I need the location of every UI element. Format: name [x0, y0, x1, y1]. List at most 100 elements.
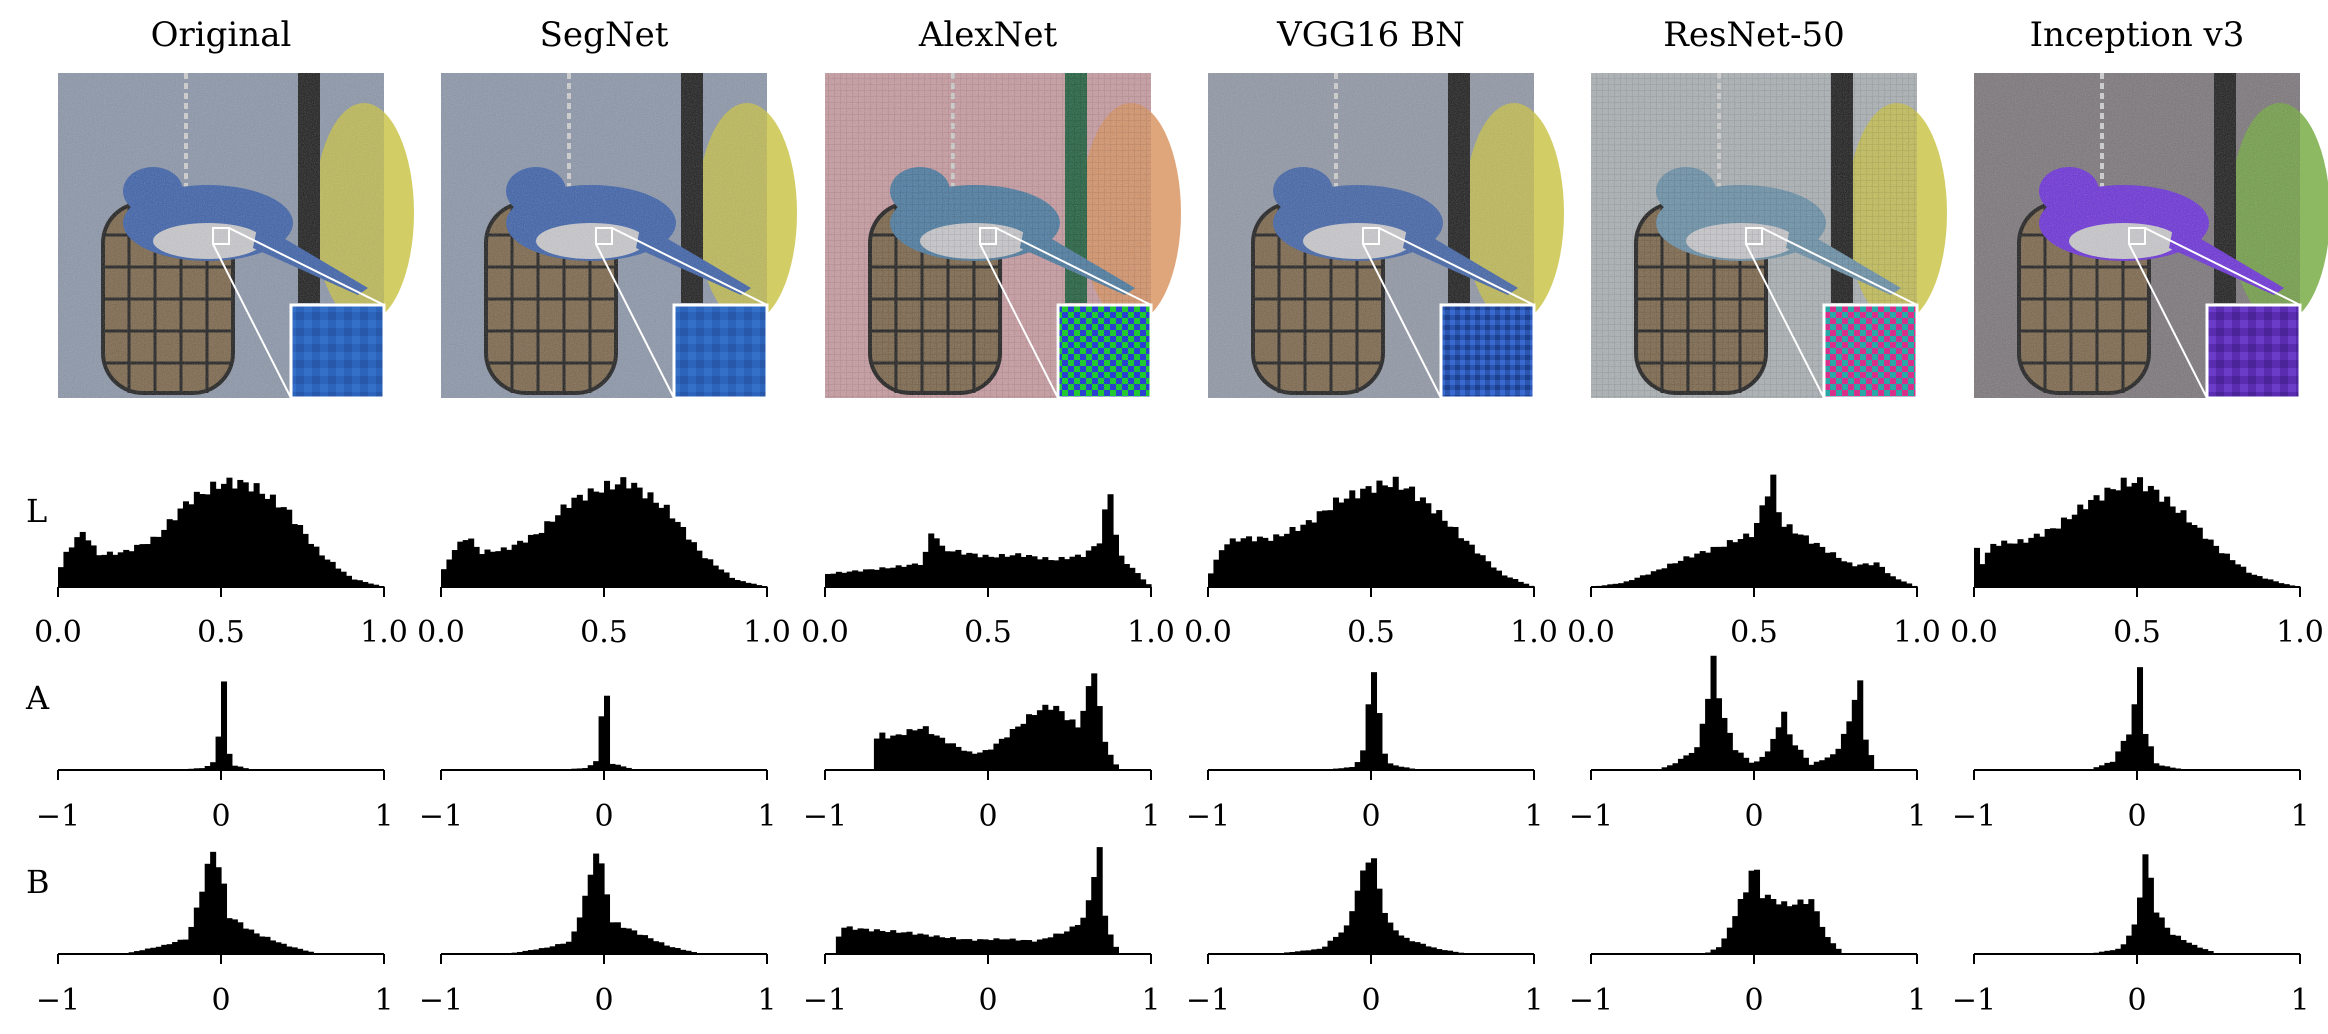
histogram-bar — [2196, 947, 2203, 954]
histogram-bar — [1031, 715, 1038, 770]
histogram-bar — [1015, 553, 1022, 587]
histogram-bar — [873, 738, 880, 770]
x-tick-label: −1 — [36, 983, 80, 1018]
histogram-bar — [1764, 496, 1771, 587]
thumbnail-inception-v3 — [1974, 73, 2328, 400]
histogram-bar — [1354, 498, 1361, 587]
x-tick-label: 1.0 — [360, 615, 408, 650]
histogram-bar — [166, 944, 173, 954]
histogram-bar — [1074, 554, 1081, 587]
histogram-vgg16-bn-b: −1 0 1 — [1186, 858, 1544, 1018]
histogram-bar — [302, 533, 309, 587]
histogram-bar — [745, 582, 752, 587]
histogram-bar — [2202, 949, 2209, 954]
histogram-bar — [1824, 757, 1831, 770]
histogram-segnet-l: 0.0 0.5 1.0 — [417, 477, 791, 650]
histogram-bar — [1360, 488, 1367, 587]
thumbnail-segnet — [441, 73, 797, 400]
histogram-bar — [221, 681, 228, 770]
histogram-bar — [318, 555, 325, 587]
histogram-bar — [1425, 946, 1432, 954]
histogram-bar — [1824, 937, 1831, 954]
histogram-bar — [1376, 713, 1383, 770]
histogram-bar — [1672, 763, 1679, 770]
histogram-bar — [210, 851, 217, 954]
histogram-bar — [1607, 584, 1614, 587]
histogram-bar — [264, 498, 271, 587]
x-tick-label: −1 — [1952, 799, 1996, 834]
histogram-bar — [1047, 937, 1054, 954]
histogram-bar — [79, 531, 86, 587]
histogram-bar — [1218, 550, 1225, 587]
histogram-bar — [977, 557, 984, 587]
x-tick-label: 0.0 — [1950, 615, 1998, 650]
histogram-bar — [1495, 570, 1502, 587]
histogram-bar — [2093, 495, 2100, 587]
histogram-bar — [1365, 862, 1372, 954]
histogram-bar — [614, 922, 621, 954]
histogram-bar — [1775, 904, 1782, 954]
histogram-bar — [1107, 934, 1114, 954]
histogram-bar — [669, 518, 676, 587]
histogram-bar — [1064, 720, 1071, 770]
histogram-bar — [74, 537, 81, 587]
histogram-bar — [182, 501, 189, 587]
histogram-bar — [1015, 940, 1022, 954]
histogram-bar — [841, 572, 848, 587]
histogram-bar — [825, 573, 832, 587]
histogram-bar — [1990, 543, 1997, 587]
histogram-bar — [544, 947, 551, 954]
histogram-bar — [1354, 762, 1361, 770]
histogram-bar — [1979, 564, 1986, 587]
histogram-bar — [2098, 500, 2105, 587]
histogram-bar — [928, 936, 935, 954]
histogram-bar — [150, 536, 157, 587]
histogram-bar — [884, 738, 891, 770]
histogram-inception-v3-b: −1 0 1 — [1952, 854, 2310, 1018]
histogram-bar — [1846, 721, 1853, 770]
histogram-bar — [1754, 869, 1761, 954]
histogram-bar — [2131, 704, 2138, 770]
histogram-bar — [517, 540, 524, 587]
histogram-bar — [188, 504, 195, 587]
histogram-bar — [2098, 765, 2105, 770]
histogram-bar — [2153, 763, 2160, 770]
column-title-inception-v3: Inception v3 — [2030, 15, 2245, 55]
histogram-bar — [144, 948, 151, 954]
histogram-bar — [922, 934, 929, 954]
histogram-bar — [1069, 719, 1076, 770]
histogram-bar — [489, 551, 496, 587]
histogram-bar — [538, 532, 545, 587]
histogram-bar — [1047, 560, 1054, 587]
histogram-bar — [1376, 480, 1383, 587]
histogram-bar — [1009, 555, 1016, 587]
histogram-bar — [1107, 754, 1114, 770]
histogram-bar — [356, 580, 363, 587]
x-tick-label: −1 — [1569, 799, 1613, 834]
histogram-bar — [1349, 490, 1356, 587]
histogram-bar — [1381, 753, 1388, 770]
x-tick-label: 0 — [2127, 799, 2146, 834]
histogram-bar — [1096, 706, 1103, 770]
histogram-bar — [2240, 566, 2247, 587]
histogram-bar — [1792, 904, 1799, 954]
histogram-bar — [1906, 583, 1913, 587]
histogram-bar — [193, 907, 200, 954]
histogram-bar — [242, 482, 249, 587]
x-tick-label: 0.0 — [1567, 615, 1615, 650]
x-tick-label: 0 — [1744, 799, 1763, 834]
histogram-bar — [1289, 526, 1296, 587]
histogram-bar — [2175, 935, 2182, 954]
histogram-bar — [1705, 552, 1712, 587]
histogram-bar — [1365, 486, 1372, 587]
histogram-bar — [1506, 577, 1513, 587]
histogram-bar — [1721, 717, 1728, 770]
histogram-bar — [1085, 900, 1092, 954]
histogram-bar — [1398, 489, 1405, 587]
histogram-bar — [933, 935, 940, 954]
x-tick-label: 1.0 — [1510, 615, 1558, 650]
x-tick-label: 1 — [2290, 983, 2309, 1018]
histogram-bar — [275, 942, 282, 954]
histogram-bar — [1802, 535, 1809, 587]
x-tick-label: 1.0 — [743, 615, 791, 650]
